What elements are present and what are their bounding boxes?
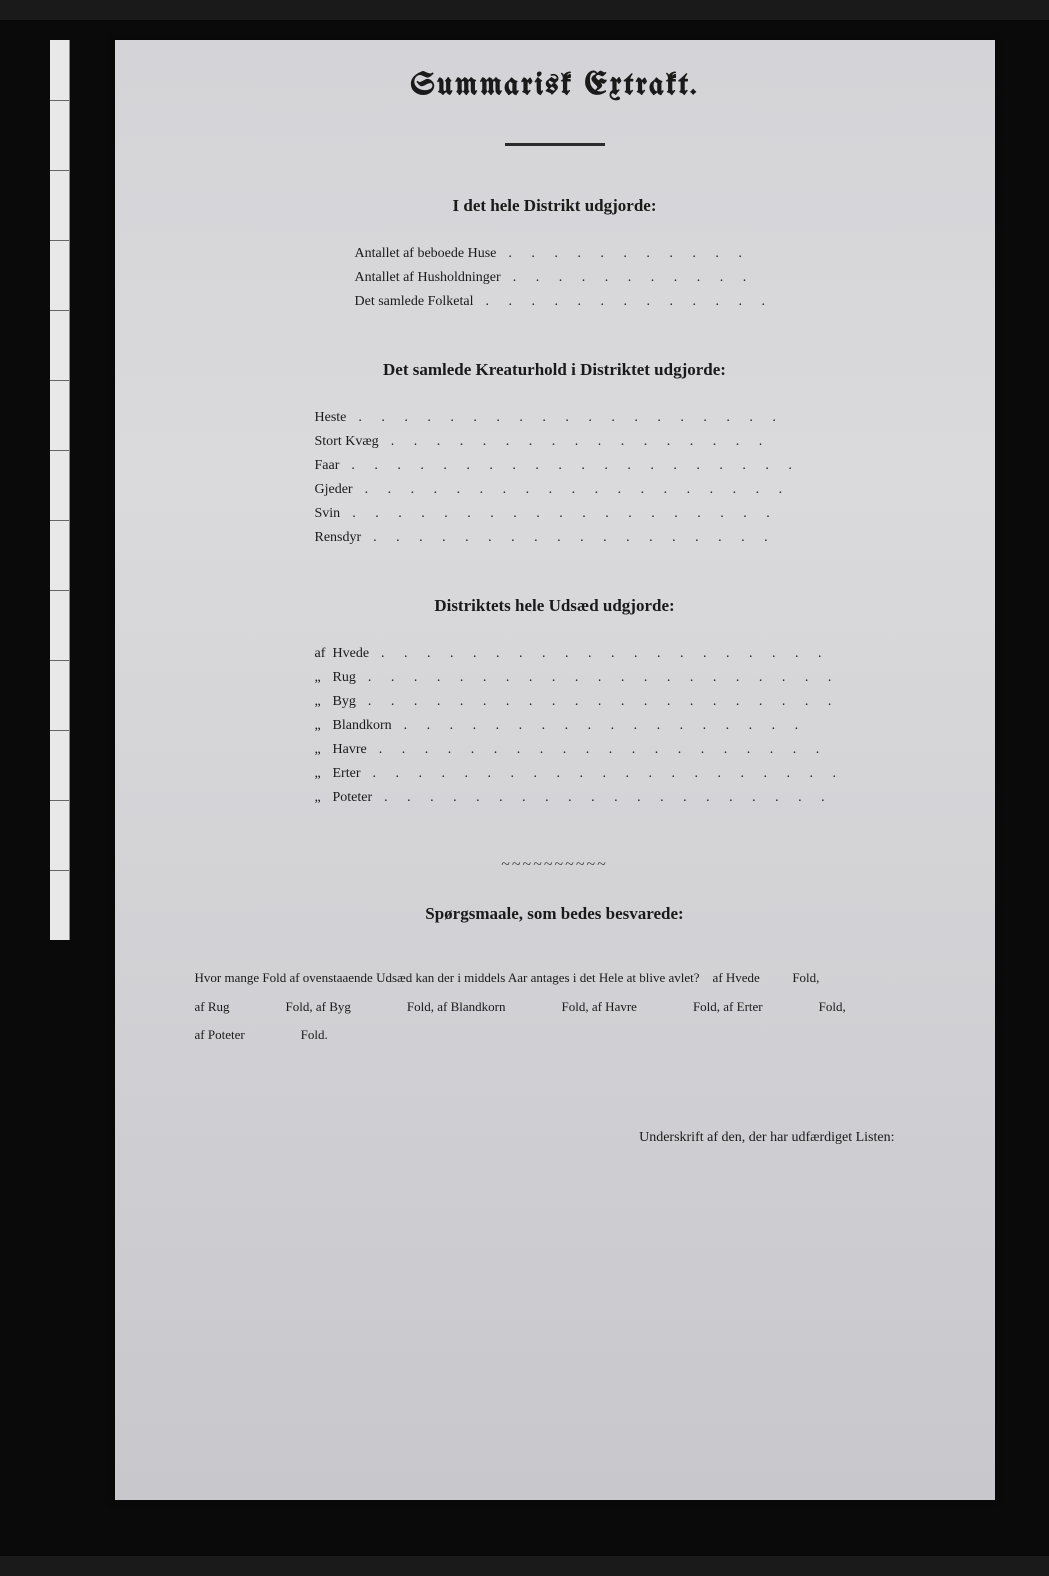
line-prefix: „ (315, 718, 333, 734)
title-underline (505, 143, 605, 146)
line-item: Rensdyr . . . . . . . . . . . . . . . . .… (315, 530, 955, 546)
question-intro: Hvor mange Fold af ovenstaaende Udsæd ka… (195, 970, 700, 985)
line-item: Antallet af Husholdninger . . . . . . . .… (355, 270, 955, 286)
signature-label: Underskrift af den, der har udfærdiget L… (155, 1130, 895, 1146)
questions-block: Hvor mange Fold af ovenstaaende Udsæd ka… (155, 964, 955, 1050)
line-label: Byg (333, 694, 356, 710)
ruler-mark (50, 240, 69, 241)
ruler-mark (50, 730, 69, 731)
line-item: „Poteter . . . . . . . . . . . . . . . . … (315, 790, 955, 806)
scan-container: Summarisk Extrakt. I det hele Distrikt u… (0, 20, 1049, 1556)
line-dots: . . . . . . . . . . . . . . . . . . . . (351, 458, 800, 474)
section3-header: Distriktets hele Udsæd udgjorde: (155, 596, 955, 616)
question-intro-line: Hvor mange Fold af ovenstaaende Udsæd ka… (195, 964, 955, 993)
ruler-mark (50, 590, 69, 591)
line-label: Antallet af Husholdninger (355, 270, 501, 286)
line-dots: . . . . . . . . . . . . . . . . . . . . (381, 646, 830, 662)
line-dots: . . . . . . . . . . . . . (485, 294, 773, 310)
line-label: Svin (315, 506, 341, 522)
ruler-mark (50, 310, 69, 311)
line-dots: . . . . . . . . . . . (513, 270, 755, 286)
line-dots: . . . . . . . . . . . . . . . . . . . . … (368, 670, 840, 686)
question-line-3: af Poteter Fold. (195, 1021, 955, 1050)
ruler-mark (50, 660, 69, 661)
line-prefix: „ (315, 742, 333, 758)
line-dots: . . . . . . . . . . . . . . . . . . . . … (372, 766, 844, 782)
line-dots: . . . . . . . . . . . . . . . . . . . (352, 506, 778, 522)
line-item: Svin . . . . . . . . . . . . . . . . . . … (315, 506, 955, 522)
section2-header: Det samlede Kreaturhold i Distriktet udg… (155, 360, 955, 380)
section4-header: Spørgsmaale, som bedes besvarede: (155, 904, 955, 924)
line-label: Rug (333, 670, 356, 686)
document-page: Summarisk Extrakt. I det hele Distrikt u… (115, 40, 995, 1500)
q-item: Fold. (301, 1021, 328, 1050)
line-label: Heste (315, 410, 347, 426)
line-item: „Blandkorn . . . . . . . . . . . . . . . … (315, 718, 955, 734)
line-dots: . . . . . . . . . . . . . . . . . . . . (379, 742, 828, 758)
q-item: Fold, af Blandkorn (407, 993, 506, 1022)
ruler-mark (50, 380, 69, 381)
line-label: Poteter (333, 790, 373, 806)
line-label: Faar (315, 458, 340, 474)
wave-divider: ~~~~~~~~~~ (155, 856, 955, 874)
line-item: Faar . . . . . . . . . . . . . . . . . . … (315, 458, 955, 474)
ruler-mark (50, 800, 69, 801)
line-dots: . . . . . . . . . . . . . . . . . (391, 434, 771, 450)
q-item: Fold, af Havre (561, 993, 636, 1022)
ruler-mark (50, 450, 69, 451)
line-item: „Byg . . . . . . . . . . . . . . . . . . … (315, 694, 955, 710)
line-item: Stort Kvæg . . . . . . . . . . . . . . . … (315, 434, 955, 450)
line-prefix: „ (315, 694, 333, 710)
line-label: Erter (333, 766, 361, 782)
q-item: af Hvede (713, 970, 760, 985)
line-dots: . . . . . . . . . . . . . . . . . . . (358, 410, 784, 426)
q-item: Fold, af Erter (693, 993, 763, 1022)
line-prefix: „ (315, 766, 333, 782)
section1-header: I det hele Distrikt udgjorde: (155, 196, 955, 216)
line-item: „Havre . . . . . . . . . . . . . . . . . … (315, 742, 955, 758)
q-item: af Poteter (195, 1021, 245, 1050)
ruler-mark (50, 170, 69, 171)
line-dots: . . . . . . . . . . . . . . . . . . . (365, 482, 791, 498)
line-dots: . . . . . . . . . . . . . . . . . . . . … (368, 694, 840, 710)
line-label: Hvede (333, 646, 370, 662)
line-label: Rensdyr (315, 530, 362, 546)
line-prefix: af (315, 646, 333, 662)
line-item: „Rug . . . . . . . . . . . . . . . . . . … (315, 670, 955, 686)
line-item: Gjeder . . . . . . . . . . . . . . . . . … (315, 482, 955, 498)
question-line-2: af Rug Fold, af Byg Fold, af Blandkorn F… (195, 993, 955, 1022)
section2-items: Heste . . . . . . . . . . . . . . . . . .… (315, 410, 955, 546)
section1-items: Antallet af beboede Huse . . . . . . . . … (355, 246, 955, 310)
q-item: Fold, (792, 970, 819, 985)
line-dots: . . . . . . . . . . . . . . . . . . . . (384, 790, 833, 806)
ruler-mark (50, 100, 69, 101)
line-item: afHvede . . . . . . . . . . . . . . . . .… (315, 646, 955, 662)
line-item: „Erter . . . . . . . . . . . . . . . . . … (315, 766, 955, 782)
line-item: Antallet af beboede Huse . . . . . . . . … (355, 246, 955, 262)
line-dots: . . . . . . . . . . . (508, 246, 750, 262)
q-item: Fold, af Byg (286, 993, 351, 1022)
line-dots: . . . . . . . . . . . . . . . . . . (404, 718, 807, 734)
line-prefix: „ (315, 790, 333, 806)
ruler-edge (50, 40, 70, 940)
line-prefix: „ (315, 670, 333, 686)
line-label: Gjeder (315, 482, 353, 498)
line-label: Blandkorn (333, 718, 392, 734)
ruler-mark (50, 520, 69, 521)
page-title: Summarisk Extrakt. (155, 70, 955, 103)
line-item: Heste . . . . . . . . . . . . . . . . . .… (315, 410, 955, 426)
line-label: Det samlede Folketal (355, 294, 474, 310)
line-label: Antallet af beboede Huse (355, 246, 497, 262)
line-label: Havre (333, 742, 367, 758)
line-item: Det samlede Folketal . . . . . . . . . . … (355, 294, 955, 310)
line-dots: . . . . . . . . . . . . . . . . . . (373, 530, 776, 546)
q-item: Fold, (819, 993, 846, 1022)
q-item: af Rug (195, 993, 230, 1022)
section3-items: afHvede . . . . . . . . . . . . . . . . .… (315, 646, 955, 806)
ruler-mark (50, 870, 69, 871)
line-label: Stort Kvæg (315, 434, 379, 450)
